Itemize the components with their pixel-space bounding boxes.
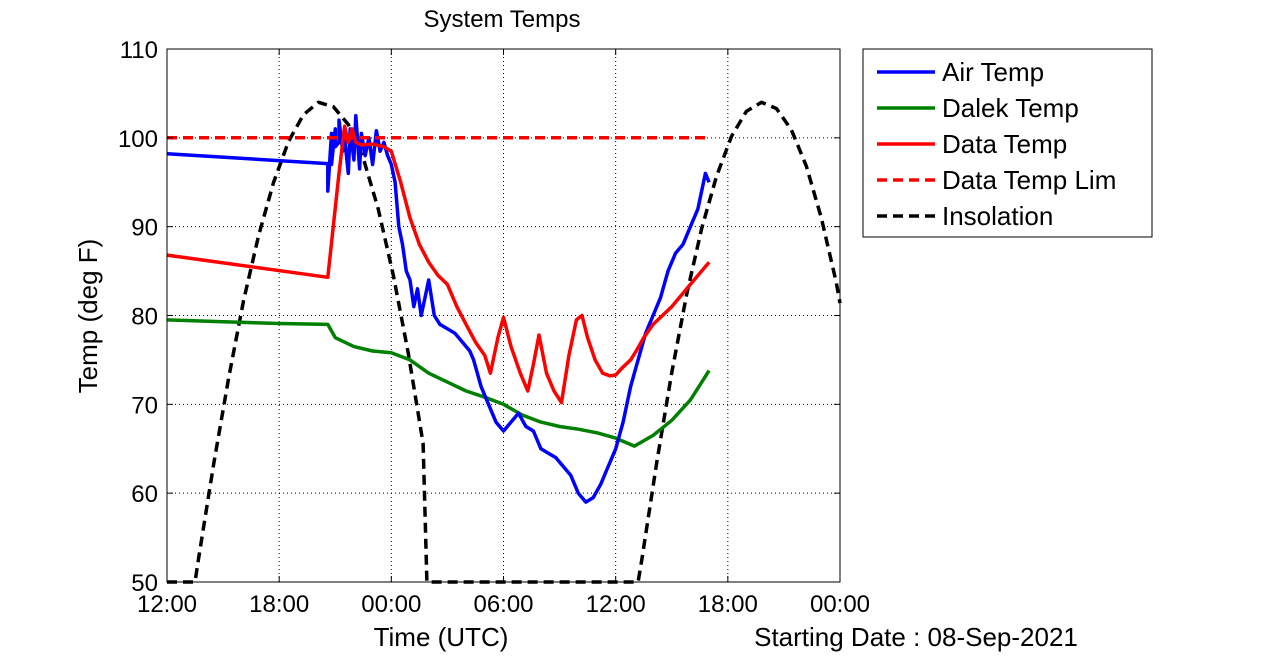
y-axis-label: Temp (deg F)	[73, 239, 103, 394]
legend-label: Insolation	[942, 201, 1053, 231]
y-tick-label: 50	[131, 570, 158, 597]
series-line-data-temp	[166, 124, 711, 405]
starting-date: Starting Date : 08-Sep-2021	[754, 622, 1078, 652]
x-tick-label: 18:00	[698, 591, 758, 618]
x-tick-label: 18:00	[249, 591, 309, 618]
legend-label: Dalek Temp	[942, 93, 1079, 123]
legend-label: Data Temp	[942, 129, 1067, 159]
legend: Air Temp Dalek Temp Data Temp Data Temp Lim…	[862, 48, 1153, 238]
legend-label: Data Temp Lim	[942, 165, 1116, 195]
series-group	[166, 100, 842, 584]
chart-title: System Temps	[424, 6, 581, 33]
x-tick-label: 00:00	[361, 591, 421, 618]
y-tick-label: 70	[131, 392, 158, 419]
ticks: 12:00 18:00 00:00 06:00 12:00 18:00 00:00 50 60 7…	[118, 37, 870, 618]
x-tick-label: 00:00	[810, 591, 870, 618]
y-tick-label: 90	[131, 215, 158, 242]
legend-label: Air Temp	[942, 57, 1044, 87]
series-line-insolation	[167, 100, 842, 584]
y-tick-label: 100	[118, 126, 158, 153]
plot-area: 12:00 18:00 00:00 06:00 12:00 18:00 00:00 50 60 7…	[118, 37, 870, 618]
x-tick-label: 06:00	[473, 591, 533, 618]
y-tick-label: 80	[131, 304, 158, 331]
x-tick-label: 12:00	[137, 591, 197, 618]
y-tick-label: 60	[131, 481, 158, 508]
x-axis-label: Time (UTC)	[374, 622, 509, 652]
x-tick-label: 12:00	[586, 591, 646, 618]
y-tick-label: 110	[120, 37, 158, 64]
